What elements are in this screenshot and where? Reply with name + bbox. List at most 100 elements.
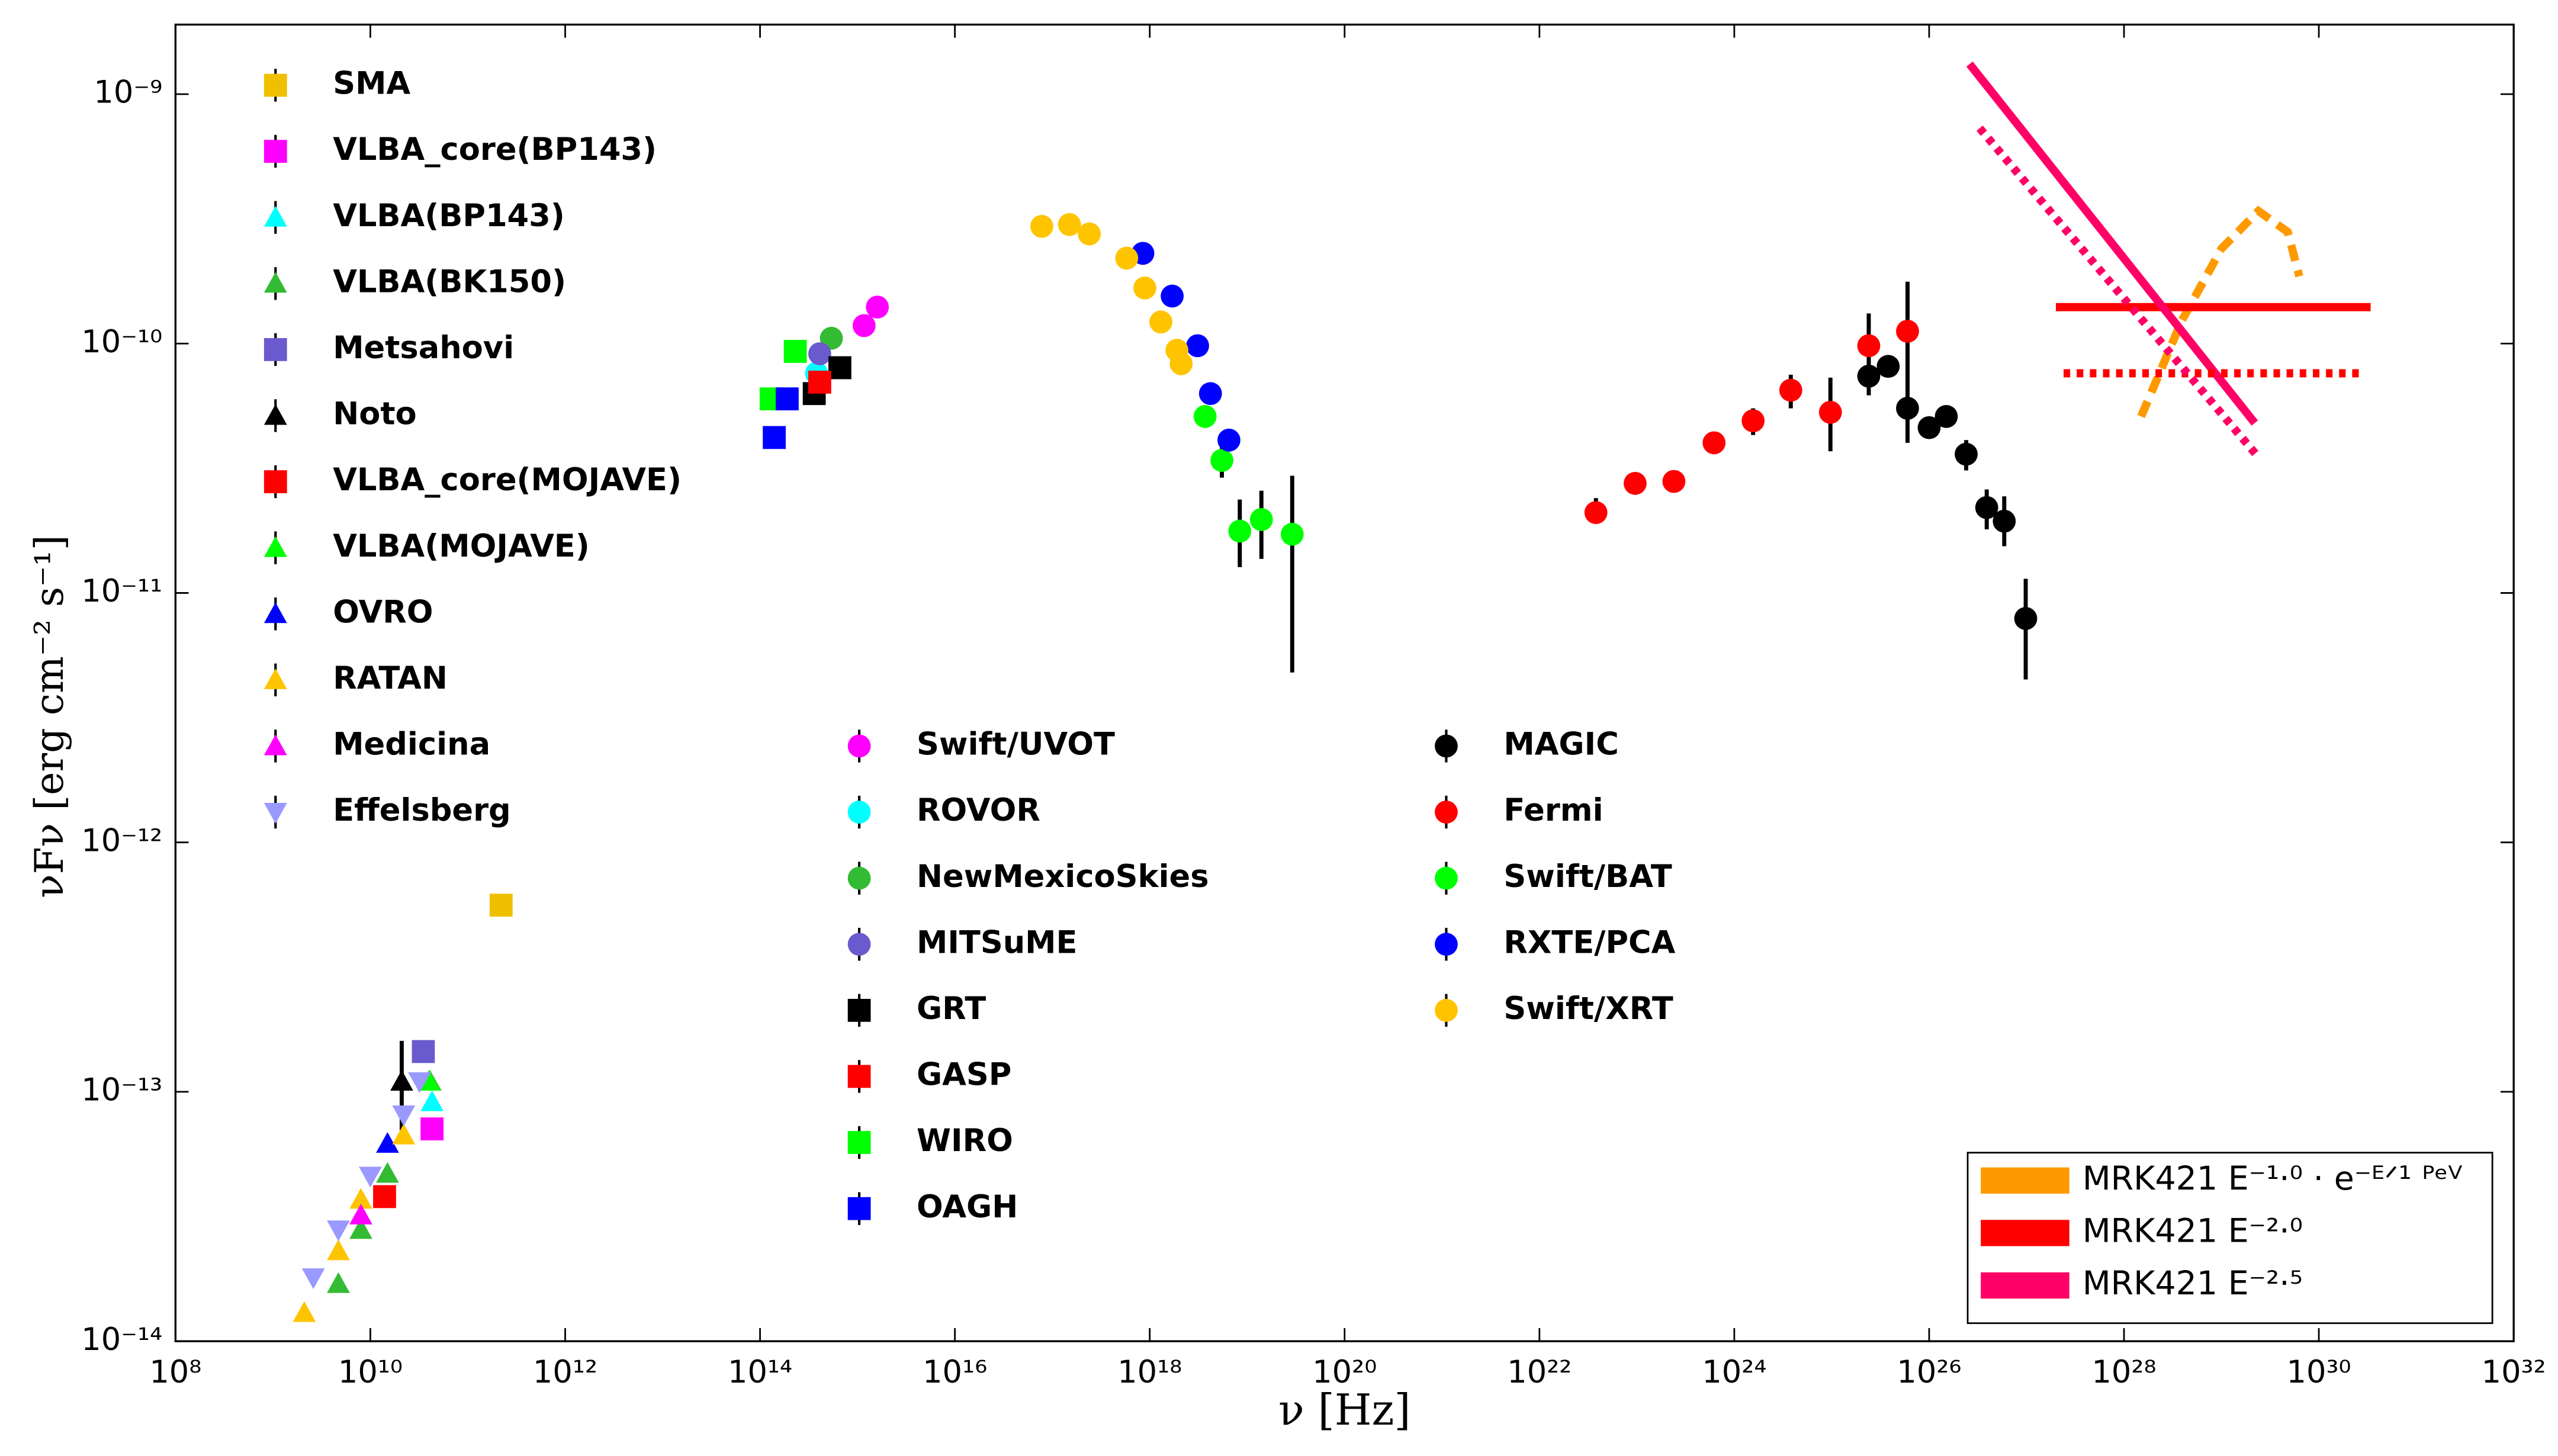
y-axis-label: νFν [erg cm⁻² s⁻¹] <box>26 535 72 898</box>
model-line <box>1977 126 2262 460</box>
legend-label: OAGH <box>917 1189 1018 1225</box>
legend-marker <box>263 734 287 756</box>
y-tick-label: 10⁻¹² <box>81 822 162 859</box>
point <box>1876 355 1900 378</box>
legend-swatch <box>1981 1167 2069 1194</box>
y-tick-label: 10⁻¹⁴ <box>81 1322 162 1358</box>
point <box>392 1105 416 1126</box>
x-tick-label: 10³² <box>2482 1354 2546 1390</box>
point <box>1280 522 1304 546</box>
legend-marker <box>847 801 871 824</box>
point <box>1993 509 2016 533</box>
legend-label: MAGIC <box>1503 727 1618 763</box>
point <box>1896 397 1919 420</box>
legend-label: VLBA_core(BP143) <box>333 131 657 168</box>
legend-label: SMA <box>333 66 410 102</box>
point <box>301 1268 325 1290</box>
point <box>1198 382 1222 406</box>
x-tick-label: 10⁸ <box>149 1354 201 1390</box>
x-tick-label: 10³⁰ <box>2287 1354 2351 1390</box>
point <box>866 295 889 319</box>
legend-marker <box>263 73 287 97</box>
point <box>392 1123 416 1145</box>
legend-marker <box>1435 866 1458 890</box>
point <box>1210 449 1233 472</box>
legend-swatch <box>1981 1272 2069 1299</box>
legend-label: WIRO <box>917 1123 1013 1159</box>
point <box>1584 501 1608 525</box>
legend-label: RATAN <box>333 660 448 696</box>
legend-marker <box>847 734 871 758</box>
point <box>408 1072 431 1093</box>
legend-label: RXTE/PCA <box>1503 924 1675 960</box>
x-tick-label: 10²⁸ <box>2091 1354 2156 1390</box>
point <box>1702 431 1726 455</box>
legend-marker <box>847 1197 871 1220</box>
legend-label: VLBA(MOJAVE) <box>333 528 590 564</box>
point <box>1030 214 1053 238</box>
point <box>1149 310 1172 334</box>
legend-marker <box>263 338 287 361</box>
legend-label: Swift/BAT <box>1503 859 1672 895</box>
legend-label: NewMexicoSkies <box>917 859 1209 895</box>
x-tick-label: 10¹² <box>533 1354 597 1390</box>
point <box>1779 378 1802 402</box>
legend-label: VLBA_core(MOJAVE) <box>333 462 682 498</box>
legend-label: Swift/XRT <box>1503 991 1673 1027</box>
legend-marker <box>263 602 287 623</box>
point <box>390 1070 413 1091</box>
legend-label: Metsahovi <box>333 330 514 366</box>
point <box>1161 284 1184 308</box>
legend-marker <box>1435 933 1458 956</box>
point <box>349 1203 372 1224</box>
legend-label: MITSuME <box>917 924 1077 960</box>
legend-label: Medicina <box>333 727 490 763</box>
legend-marker <box>263 140 287 163</box>
point <box>828 356 851 380</box>
model-line <box>1966 61 2258 426</box>
legend-label: MRK421 E⁻¹·⁰ · e⁻ᴱᐟ¹ ᴾᵉⱽ <box>2083 1160 2463 1198</box>
legend-marker <box>847 866 871 890</box>
point <box>763 426 786 449</box>
point <box>376 1132 399 1153</box>
point <box>1186 334 1209 358</box>
legend-marker <box>1435 801 1458 824</box>
point <box>1078 222 1101 246</box>
point <box>1857 334 1881 358</box>
point <box>1058 213 1081 236</box>
point <box>1934 404 1958 428</box>
point <box>327 1239 350 1261</box>
point <box>1917 416 1941 439</box>
x-tick-label: 10²⁰ <box>1312 1354 1377 1390</box>
point <box>1818 400 1842 424</box>
point <box>808 371 831 394</box>
legend-marker <box>1435 998 1458 1022</box>
point <box>1975 496 1998 519</box>
point <box>359 1166 382 1188</box>
point <box>1193 404 1217 428</box>
y-tick-label: 10⁻¹¹ <box>81 573 162 609</box>
y-tick-label: 10⁻¹⁰ <box>81 324 162 360</box>
point <box>852 314 876 338</box>
x-tick-label: 10¹⁰ <box>338 1354 403 1390</box>
legend-marker <box>847 1065 871 1088</box>
point <box>1741 409 1765 433</box>
legend-label: MRK421 E⁻²·⁵ <box>2083 1265 2303 1303</box>
legend-marker <box>263 205 287 227</box>
x-tick-label: 10²⁴ <box>1702 1354 1766 1390</box>
legend-label: Swift/UVOT <box>917 727 1115 763</box>
legend-marker <box>263 470 287 493</box>
point <box>489 893 513 917</box>
legend-label: Noto <box>333 396 416 432</box>
point <box>808 342 831 365</box>
legend-label: Fermi <box>1503 792 1603 828</box>
point <box>783 340 807 363</box>
x-tick-label: 10²² <box>1507 1354 1572 1390</box>
legend-label: VLBA(BK150) <box>333 263 566 300</box>
y-tick-label: 10⁻¹³ <box>81 1072 162 1108</box>
legend-marker <box>263 803 287 824</box>
legend-label: Effelsberg <box>333 792 511 828</box>
legend-label: ROVOR <box>917 792 1040 828</box>
point <box>327 1220 350 1242</box>
